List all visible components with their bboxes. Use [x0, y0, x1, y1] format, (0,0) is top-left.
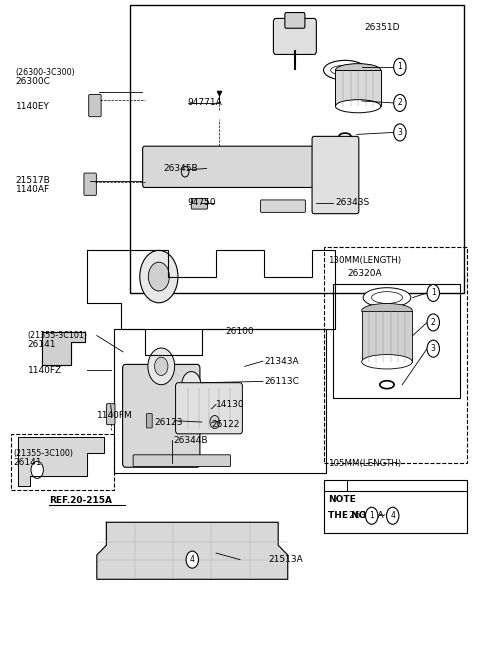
Bar: [130, 5, 464, 293]
Text: 1: 1: [369, 511, 374, 520]
FancyBboxPatch shape: [312, 136, 359, 214]
Ellipse shape: [336, 64, 381, 77]
Bar: [336, 70, 381, 106]
Circle shape: [182, 372, 201, 398]
Bar: [362, 311, 412, 362]
FancyBboxPatch shape: [146, 413, 152, 428]
Circle shape: [155, 357, 168, 376]
Bar: [114, 329, 326, 473]
Text: (26300-3C300): (26300-3C300): [16, 68, 75, 76]
Text: 26100: 26100: [226, 327, 254, 336]
Text: 14130: 14130: [216, 400, 245, 409]
Text: 94771A: 94771A: [188, 99, 222, 107]
FancyBboxPatch shape: [261, 200, 305, 213]
Text: 21517B: 21517B: [16, 176, 50, 186]
Text: 21343A: 21343A: [264, 357, 299, 366]
Text: 26344B: 26344B: [173, 436, 208, 445]
Ellipse shape: [331, 65, 360, 75]
FancyBboxPatch shape: [192, 199, 207, 209]
Text: 3: 3: [431, 344, 436, 353]
Text: 4: 4: [390, 511, 395, 520]
Text: 26343S: 26343S: [336, 198, 370, 207]
Ellipse shape: [336, 99, 381, 113]
Circle shape: [148, 262, 169, 291]
FancyBboxPatch shape: [122, 365, 200, 467]
Circle shape: [140, 251, 178, 303]
Circle shape: [394, 59, 406, 76]
Polygon shape: [97, 522, 288, 579]
Circle shape: [365, 507, 378, 524]
Text: 26345B: 26345B: [164, 164, 198, 173]
Circle shape: [386, 507, 399, 524]
Circle shape: [394, 124, 406, 141]
Text: 26141: 26141: [13, 457, 42, 467]
Ellipse shape: [362, 355, 412, 369]
Text: THE NO.: THE NO.: [328, 511, 370, 520]
Text: 26320A :: 26320A :: [349, 511, 390, 520]
FancyBboxPatch shape: [176, 383, 242, 434]
Ellipse shape: [363, 288, 411, 307]
Text: 1140EY: 1140EY: [16, 102, 49, 111]
Text: ~: ~: [378, 511, 386, 520]
FancyBboxPatch shape: [274, 18, 316, 55]
Circle shape: [394, 95, 406, 111]
Circle shape: [148, 348, 175, 385]
Text: 26122: 26122: [211, 420, 240, 428]
Text: REF.20-215A: REF.20-215A: [49, 496, 112, 505]
Text: 2: 2: [397, 99, 402, 107]
Circle shape: [427, 314, 440, 331]
Circle shape: [427, 284, 440, 301]
FancyBboxPatch shape: [133, 455, 230, 467]
Text: 105MM(LENGTH): 105MM(LENGTH): [328, 459, 401, 468]
Text: 26300C: 26300C: [16, 77, 50, 86]
FancyBboxPatch shape: [84, 173, 96, 195]
Text: 26351D: 26351D: [364, 23, 399, 32]
Text: 1: 1: [431, 288, 436, 297]
Bar: [324, 480, 467, 534]
Ellipse shape: [372, 291, 403, 303]
Circle shape: [31, 461, 43, 478]
Text: NOTE: NOTE: [328, 495, 356, 504]
FancyBboxPatch shape: [143, 146, 328, 188]
FancyBboxPatch shape: [285, 13, 305, 28]
Polygon shape: [42, 332, 85, 365]
Text: 3: 3: [397, 128, 402, 137]
Text: (21355-3C100): (21355-3C100): [13, 449, 73, 458]
Circle shape: [210, 415, 219, 428]
Text: 2: 2: [431, 318, 436, 327]
FancyBboxPatch shape: [89, 95, 101, 116]
Bar: [324, 247, 467, 463]
Ellipse shape: [324, 61, 366, 80]
Text: 94750: 94750: [188, 198, 216, 207]
Text: 1: 1: [397, 63, 402, 72]
Polygon shape: [18, 437, 104, 486]
Text: 26141: 26141: [28, 340, 56, 349]
Text: 4: 4: [190, 555, 195, 564]
Text: 26320A: 26320A: [348, 269, 382, 278]
Circle shape: [186, 551, 199, 568]
Text: 26123: 26123: [154, 418, 182, 426]
Text: 21513A: 21513A: [269, 555, 303, 564]
Text: 1140AF: 1140AF: [16, 185, 50, 194]
Bar: [11, 434, 114, 490]
Text: 130MM(LENGTH): 130MM(LENGTH): [328, 256, 401, 265]
Bar: [333, 284, 459, 398]
Ellipse shape: [362, 303, 412, 318]
Text: 1140FM: 1140FM: [97, 411, 132, 420]
Text: 26113C: 26113C: [264, 377, 299, 386]
Text: 1140FZ: 1140FZ: [28, 366, 62, 375]
Text: (21355-3C101): (21355-3C101): [28, 331, 88, 340]
FancyBboxPatch shape: [107, 404, 115, 424]
Circle shape: [427, 340, 440, 357]
